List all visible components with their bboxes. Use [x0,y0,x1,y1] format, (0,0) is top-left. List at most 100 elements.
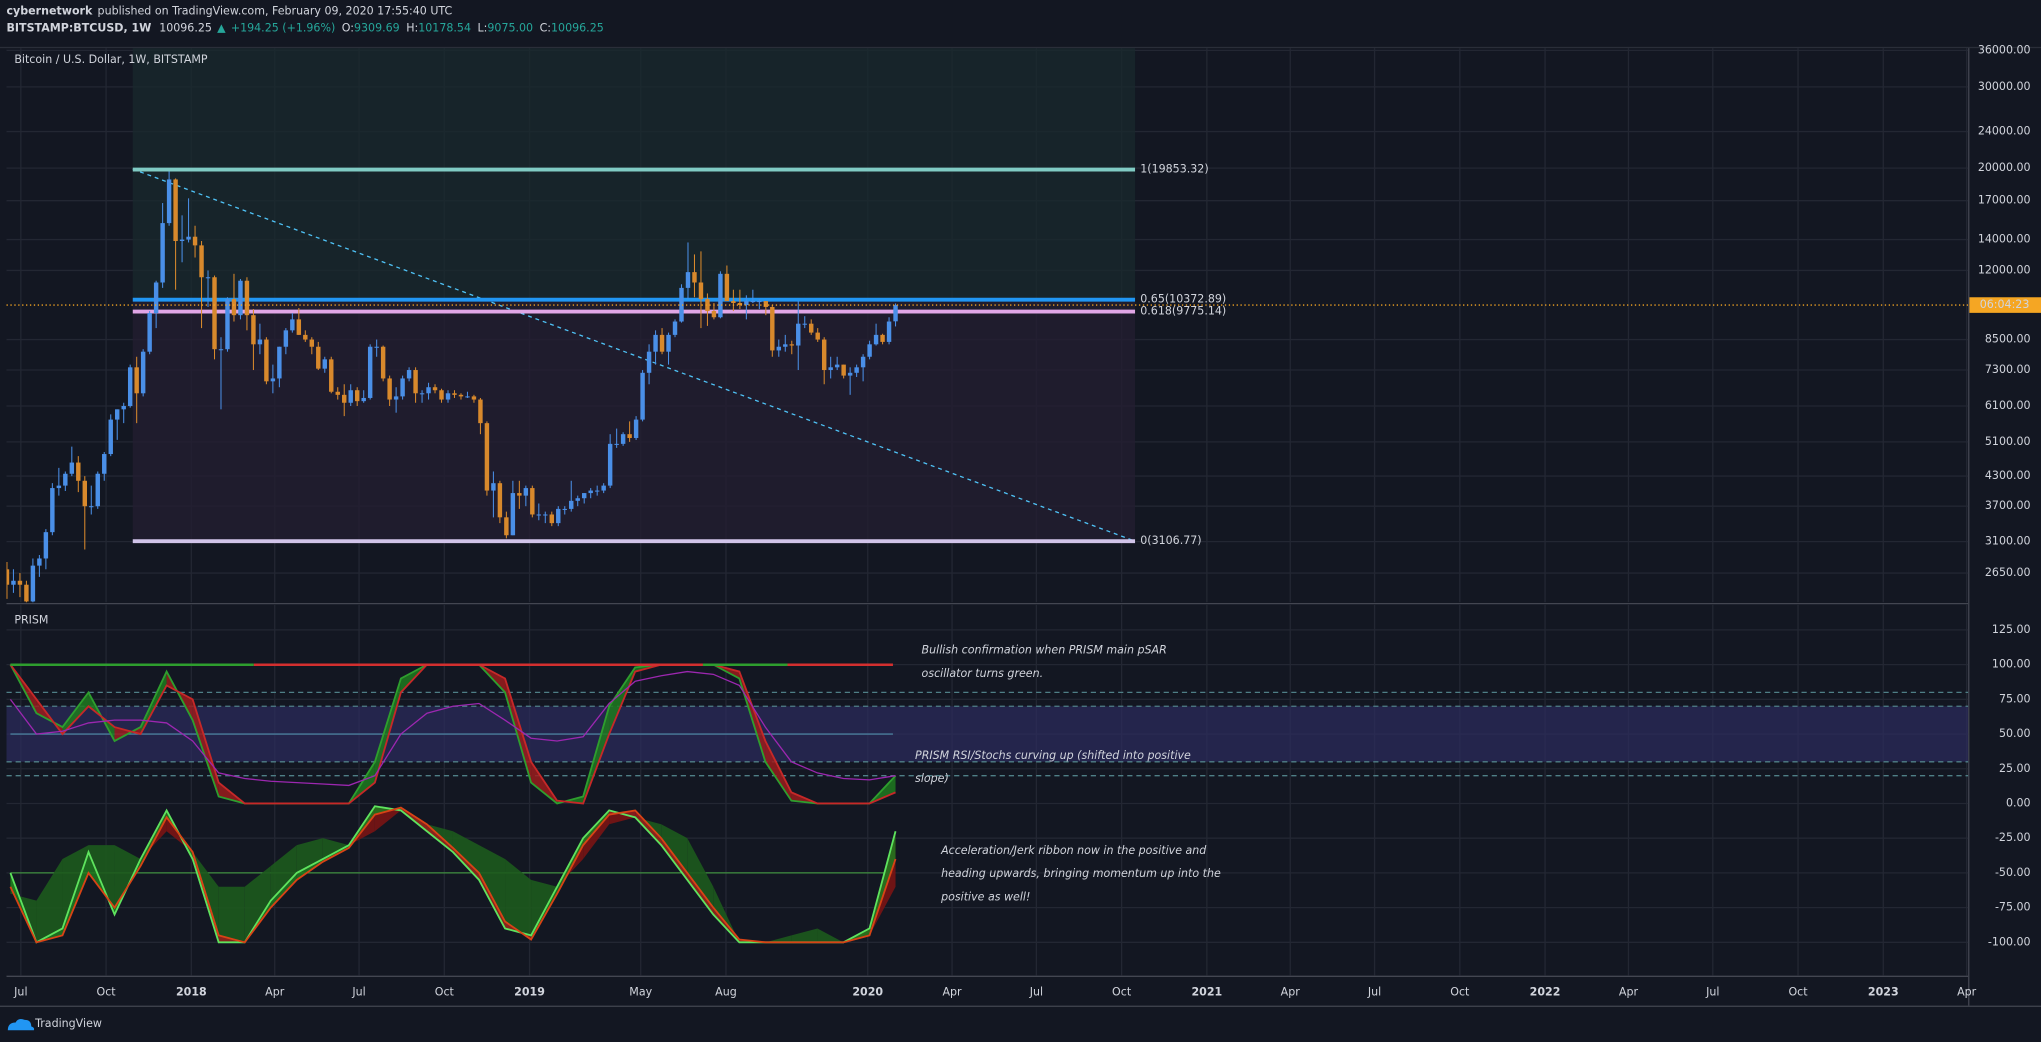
candle-body [374,346,379,348]
candle-body [348,390,353,403]
candle-body [238,280,243,316]
candle-body [594,490,600,492]
ribbon-fill [36,859,63,943]
y-tick-label: 75.00 [1999,692,2031,705]
candle-body [147,313,152,352]
y-tick-label: 5100.00 [1985,435,2031,448]
candle-body [711,311,717,318]
candle-body [30,565,36,602]
candle-body [828,367,833,371]
candle-body [821,339,827,371]
candle-body [679,287,684,322]
candle-body [354,390,360,402]
candle-body [17,580,23,585]
x-tick-label: Jul [1367,986,1381,999]
y-tick-label: 6100.00 [1985,399,2031,412]
candle-body [205,277,211,279]
candle-body [504,517,509,536]
labels: Jul Oct 2018 Apr Jul Oct 2019 May Aug 2020 Apr Jul O… [13,43,2041,999]
candle-body [76,462,81,481]
candle-body [562,508,567,510]
candle-body [484,423,490,491]
candle-body [640,372,645,420]
y-tick-label: 3700.00 [1985,499,2031,512]
candle-body [646,351,652,373]
ribbon-fill [661,838,688,880]
candle-body [231,299,237,316]
ribbon-fill [635,810,662,846]
candle-body [763,301,769,307]
price-pane [6,167,1969,603]
candle-body [108,419,113,455]
ohlc-label: C: [540,22,551,35]
candle-body [244,280,250,316]
candle-body [335,391,340,395]
candle-body [802,323,807,325]
ribbon-fill [505,859,532,936]
candle-body [588,490,593,494]
candle-body [329,359,334,392]
candle-body [491,483,496,491]
candle-body [523,488,529,496]
candle-body [880,334,885,342]
y-tick-label: 2650.00 [1985,566,2031,579]
y-tick-label: 100.00 [1992,658,2031,671]
candle-body [698,282,704,300]
pane-title: PRISM [14,614,48,627]
candle-body [776,346,782,351]
ohlc-label: H: [406,22,418,35]
series-line [9,670,896,787]
candle-body [426,387,431,394]
candle-body [406,370,412,379]
x-tick-label: Oct [97,986,117,999]
series-line [9,805,897,944]
candle-body [581,493,587,499]
ribbon-fill [791,928,818,943]
annotation: PRISM RSI/Stochs curving up (shifted int… [915,749,1191,762]
candle-body [361,397,366,402]
candle-body [724,273,730,302]
candle-body [277,346,282,379]
candle-body [387,378,392,400]
candle-body [89,506,94,508]
candle-body [153,282,159,314]
candle-body [43,532,49,559]
candle-body [478,399,483,424]
candle-body [24,584,29,602]
candle-body [685,272,691,288]
y-tick-label: -75.00 [1995,901,2031,914]
candle-body [860,356,866,368]
candle-body [445,393,451,400]
y-tick-label: 4300.00 [1985,469,2031,482]
candle-body [283,330,289,347]
candle-body [510,493,516,536]
ribbon-fill [765,740,792,801]
x-tick-label: Oct [1112,986,1132,999]
candle-body [659,334,665,352]
y-tick-label: -100.00 [1988,935,2031,948]
logo-icon [7,1019,35,1031]
x-tick-label: Apr [1281,986,1301,999]
candle-body [11,580,16,585]
candle-body [6,569,10,585]
candle-body [750,301,756,303]
x-tick-label: Apr [942,986,962,999]
fib-label: 0(3106.77) [1140,534,1201,547]
x-tick-label: 2022 [1530,986,1561,999]
x-tick-label: Jul [1705,986,1719,999]
candle-body [322,359,327,369]
candle-body [757,301,762,303]
annotation: slope) [915,772,949,785]
symbol-line: BITSTAMP:BTCUSD, 1W 10096.25 ▲ +194.25 (+1.… [7,22,604,35]
candle-body [607,443,613,486]
y-tick-label: 36000.00 [1978,43,2031,56]
candle-body [569,500,574,509]
series-line [9,806,897,944]
candle-body [633,419,639,438]
fib-label: 0.618(9775.14) [1140,305,1226,318]
ohlc-value: 9309.69 [354,22,400,35]
x-tick-label: 2020 [852,986,883,999]
author: cybernetwork [7,5,94,18]
x-tick-label: Aug [715,986,737,999]
ohlc-label: O: [342,22,354,35]
